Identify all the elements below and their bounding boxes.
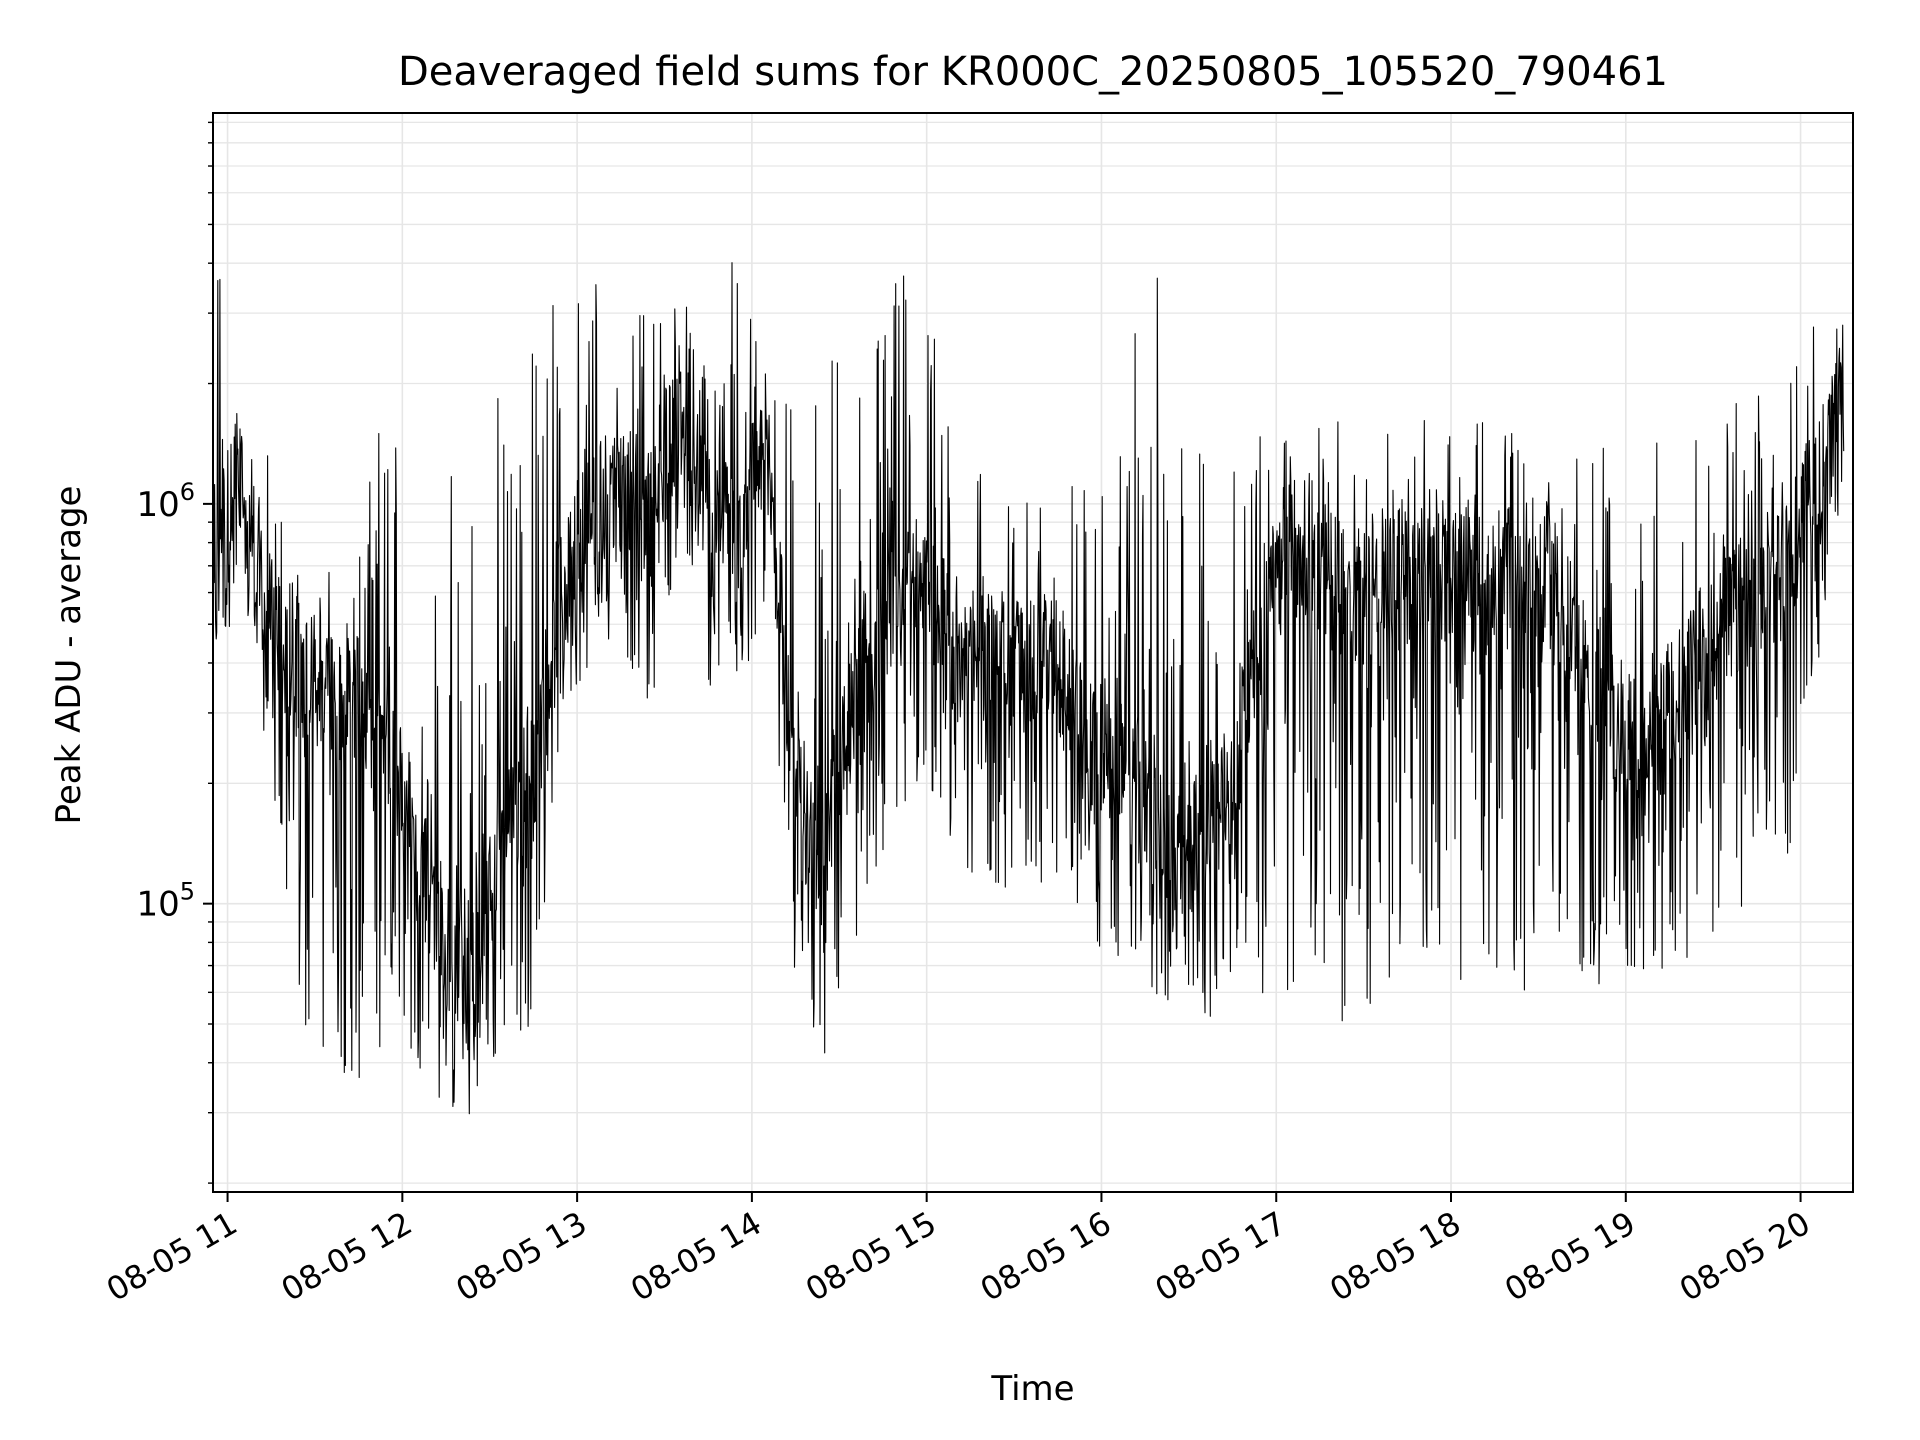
x-tick-label: 08-05 15 bbox=[799, 1204, 943, 1309]
x-axis-label: Time bbox=[990, 1369, 1074, 1409]
x-tick-label: 08-05 17 bbox=[1149, 1204, 1293, 1309]
y-tick-label: 106 bbox=[136, 478, 195, 525]
x-tick-label: 08-05 20 bbox=[1673, 1204, 1817, 1309]
x-tick-label: 08-05 19 bbox=[1498, 1204, 1642, 1309]
x-tick-label: 08-05 18 bbox=[1323, 1204, 1467, 1309]
x-tick-label: 08-05 14 bbox=[624, 1204, 768, 1309]
series-line bbox=[212, 262, 1845, 1115]
x-tick-label: 08-05 16 bbox=[974, 1204, 1118, 1309]
y-axis-label: Peak ADU - average bbox=[49, 486, 89, 825]
x-tick-label: 08-05 11 bbox=[100, 1204, 244, 1309]
grid-layer bbox=[213, 113, 1853, 1192]
data-layer bbox=[212, 262, 1845, 1115]
y-tick-label: 105 bbox=[136, 878, 195, 925]
chart-title: Deaveraged field sums for KR000C_2025080… bbox=[398, 49, 1668, 95]
plot-frame bbox=[212, 112, 1854, 1193]
x-tick-label: 08-05 12 bbox=[275, 1204, 419, 1309]
x-tick-label: 08-05 13 bbox=[450, 1204, 594, 1309]
